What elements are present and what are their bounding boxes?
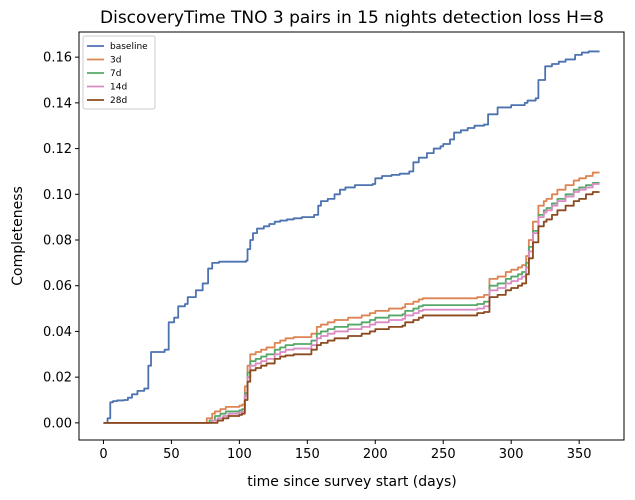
series-layer <box>103 50 600 424</box>
y-tick-label: 0.00 <box>43 416 72 431</box>
plot-area <box>79 32 624 440</box>
legend-box <box>82 35 156 110</box>
y-tick-label: 0.04 <box>43 325 72 340</box>
y-tick-label: 0.02 <box>43 371 72 386</box>
y-axis: 0.00 0.02 0.04 0.06 0.08 0.10 0.12 0.14 0.16 <box>43 51 79 431</box>
series-line-baseline <box>103 50 600 424</box>
y-tick-label: 0.14 <box>43 96 72 111</box>
y-axis-label: Completeness <box>10 186 26 286</box>
series-line-28d <box>103 191 600 424</box>
y-tick-label: 0.06 <box>43 279 72 294</box>
x-tick-label: 350 <box>567 447 592 462</box>
legend-label-14d: 14d <box>110 83 127 93</box>
x-tick-label: 250 <box>431 447 456 462</box>
legend-label-baseline: baseline <box>110 42 148 52</box>
x-axis-label: time since survey start (days) <box>247 474 456 490</box>
y-tick-label: 0.12 <box>43 142 72 157</box>
y-tick-label: 0.08 <box>43 234 72 249</box>
x-tick-label: 200 <box>363 447 388 462</box>
x-tick-label: 300 <box>499 447 524 462</box>
legend-label-28d: 28d <box>110 96 127 106</box>
legend: baseline 3d 7d 14d 28d <box>82 35 156 110</box>
legend-label-7d: 7d <box>110 69 121 79</box>
x-axis: 0 50 100 150 200 250 300 350 <box>99 440 592 462</box>
x-tick-label: 0 <box>99 447 107 462</box>
legend-label-3d: 3d <box>110 56 121 66</box>
x-tick-label: 50 <box>163 447 180 462</box>
y-tick-label: 0.16 <box>43 51 72 66</box>
x-tick-label: 150 <box>295 447 320 462</box>
y-tick-label: 0.10 <box>43 188 72 203</box>
x-tick-label: 100 <box>227 447 252 462</box>
chart-title: DiscoveryTime TNO 3 pairs in 15 nights d… <box>100 8 604 28</box>
plot-frame <box>78 31 625 441</box>
